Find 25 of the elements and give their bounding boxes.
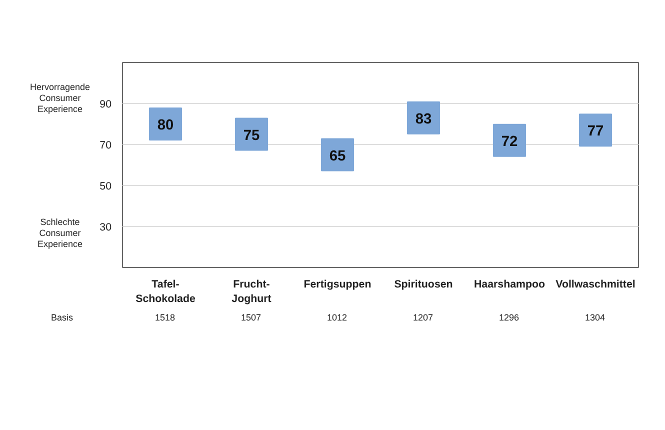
y-tick-label: 90 xyxy=(100,98,112,110)
data-label: 77 xyxy=(587,124,604,140)
x-tick-label: Fertigsuppen xyxy=(304,278,372,290)
data-label: 72 xyxy=(501,134,518,150)
y-tick-label: 30 xyxy=(100,222,112,234)
text: 1296 xyxy=(498,312,520,324)
text: 1507 xyxy=(240,312,262,324)
text: 1304 xyxy=(584,312,606,324)
x-tick-label: Haarshampoo xyxy=(474,278,546,290)
data-label: 65 xyxy=(329,148,346,164)
text: Hervorragende Consumer Experience xyxy=(30,82,90,114)
y-tick-label: 50 xyxy=(100,180,112,192)
data-label: 75 xyxy=(243,128,260,144)
x-tick-label: Spirituosen xyxy=(394,278,453,290)
x-tick-label: Vollwaschmittel xyxy=(556,278,636,290)
text: 1207 xyxy=(412,312,434,324)
text: Schlechte Consumer Experience xyxy=(37,216,83,250)
text: 1012 xyxy=(326,312,348,324)
x-tick-label: Tafel- Schokolade xyxy=(136,278,196,305)
x-tick-label: Frucht- Joghurt xyxy=(232,278,272,305)
data-label: 80 xyxy=(157,118,174,134)
y-tick-label: 70 xyxy=(100,140,112,152)
text: Basis xyxy=(50,312,74,324)
data-label: 83 xyxy=(415,111,432,128)
text: 1518 xyxy=(154,312,176,324)
